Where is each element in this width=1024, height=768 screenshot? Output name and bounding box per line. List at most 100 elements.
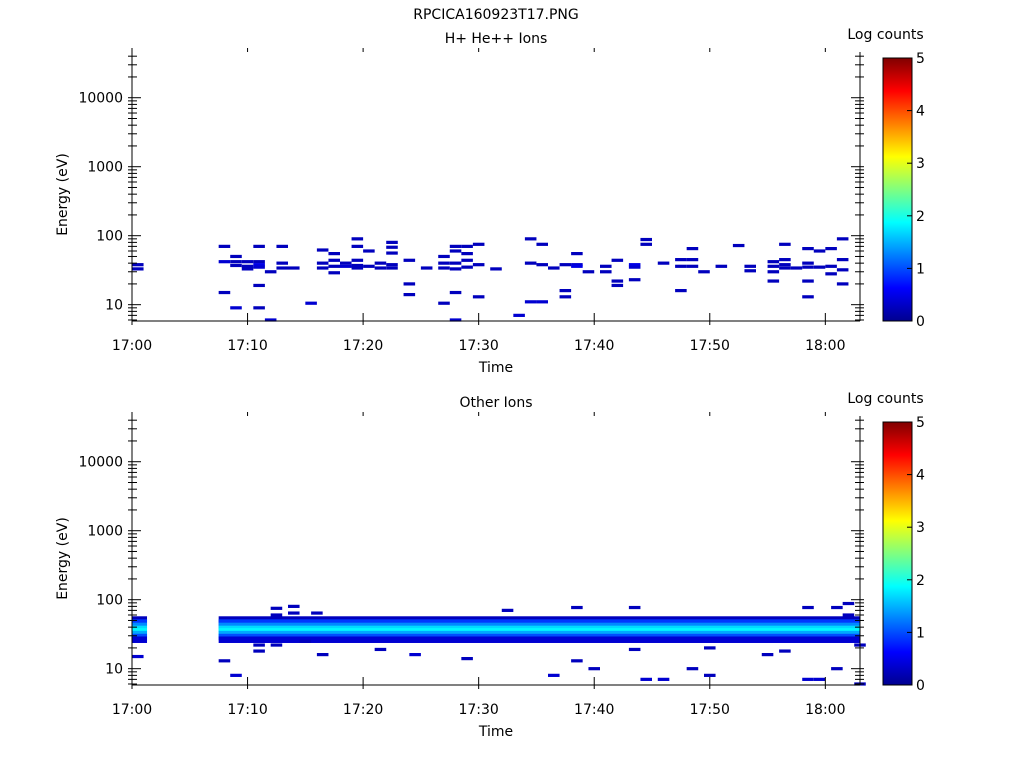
data-cell bbox=[686, 667, 699, 671]
data-cell bbox=[640, 677, 652, 681]
data-cell bbox=[253, 643, 265, 647]
data-cell bbox=[264, 270, 277, 274]
data-cell bbox=[571, 605, 583, 610]
data-cell bbox=[628, 278, 641, 282]
data-cell bbox=[438, 301, 450, 305]
data-cell bbox=[374, 261, 387, 265]
colorbar bbox=[882, 421, 913, 686]
band-cell bbox=[132, 619, 148, 626]
data-cell bbox=[461, 244, 473, 248]
data-cell bbox=[582, 270, 595, 274]
data-cell bbox=[704, 646, 716, 650]
band-cell bbox=[132, 636, 148, 643]
data-cell bbox=[218, 659, 231, 663]
data-cell bbox=[559, 263, 572, 267]
data-cell bbox=[449, 261, 462, 265]
data-cell bbox=[831, 667, 843, 671]
data-cell bbox=[386, 263, 398, 267]
y-tick-label: 1000 bbox=[87, 160, 123, 176]
data-cell bbox=[386, 251, 398, 255]
data-cell bbox=[611, 279, 624, 283]
x-tick-label: 17:00 bbox=[112, 338, 152, 354]
data-cell bbox=[363, 264, 375, 268]
data-cell bbox=[548, 673, 560, 677]
colorbar-tick-label: 2 bbox=[916, 209, 925, 225]
data-cell bbox=[571, 264, 583, 268]
data-cell bbox=[472, 242, 485, 246]
data-cell bbox=[640, 237, 652, 242]
data-cell bbox=[790, 266, 803, 270]
data-cell bbox=[536, 300, 548, 304]
x-tick-label: 17:20 bbox=[343, 338, 383, 354]
data-cell bbox=[472, 263, 485, 267]
data-cell bbox=[461, 252, 473, 256]
data-cell bbox=[438, 261, 450, 265]
data-cell bbox=[374, 266, 387, 270]
data-cell bbox=[686, 246, 699, 251]
data-cell bbox=[628, 605, 641, 610]
y-tick-label: 10 bbox=[105, 662, 123, 678]
data-cell bbox=[836, 282, 849, 286]
data-cell bbox=[288, 611, 300, 615]
x-tick-label: 17:50 bbox=[690, 338, 730, 354]
colorbar-tick-label: 1 bbox=[916, 261, 925, 277]
data-cell bbox=[230, 263, 242, 268]
plot-area bbox=[132, 416, 860, 685]
data-cell bbox=[218, 290, 231, 295]
data-cell bbox=[472, 295, 485, 299]
data-cell bbox=[675, 258, 687, 262]
data-cell bbox=[438, 254, 450, 259]
data-cell bbox=[351, 263, 364, 268]
data-cell bbox=[403, 282, 416, 286]
data-cell bbox=[686, 264, 699, 268]
y-tick-label: 100 bbox=[96, 229, 123, 245]
data-cell bbox=[611, 258, 624, 262]
data-cell bbox=[767, 270, 780, 274]
data-cell bbox=[588, 667, 600, 671]
data-cell bbox=[316, 652, 329, 657]
data-cell bbox=[461, 258, 473, 262]
data-cell bbox=[767, 260, 780, 264]
data-cell bbox=[230, 260, 242, 264]
data-cell bbox=[253, 306, 265, 310]
x-tick-label: 17:20 bbox=[343, 702, 383, 718]
data-cell bbox=[559, 288, 572, 293]
colorbar-tick-label: 1 bbox=[916, 625, 925, 641]
data-cell bbox=[449, 290, 462, 295]
data-cell bbox=[351, 266, 364, 270]
colorbar-tick-label: 0 bbox=[916, 678, 925, 694]
x-tick-label: 17:50 bbox=[690, 702, 730, 718]
data-cell bbox=[253, 263, 265, 267]
data-cell bbox=[299, 639, 312, 643]
data-cell bbox=[374, 647, 387, 652]
data-cell bbox=[836, 268, 849, 272]
data-cell bbox=[513, 313, 525, 317]
data-cell bbox=[449, 249, 462, 253]
data-cell bbox=[813, 677, 826, 681]
data-cell bbox=[386, 266, 398, 270]
data-cell bbox=[686, 258, 699, 262]
data-cell bbox=[802, 261, 814, 265]
data-cell bbox=[403, 258, 416, 262]
x-tick-label: 18:00 bbox=[805, 702, 845, 718]
data-cell bbox=[449, 318, 462, 322]
data-cell bbox=[230, 254, 242, 259]
data-cell bbox=[675, 264, 687, 268]
data-cell bbox=[316, 261, 329, 265]
data-cell bbox=[744, 264, 756, 268]
colorbar-label: Log counts bbox=[847, 27, 923, 43]
data-cell bbox=[449, 267, 462, 271]
data-cell bbox=[218, 244, 231, 248]
band-cell bbox=[218, 619, 860, 626]
colorbar-tick-label: 5 bbox=[916, 415, 925, 431]
data-cell bbox=[548, 266, 560, 270]
x-tick-label: 17:00 bbox=[112, 702, 152, 718]
data-cell bbox=[628, 263, 641, 267]
data-cell bbox=[420, 266, 433, 270]
data-cell bbox=[253, 244, 265, 248]
data-cell bbox=[825, 272, 837, 276]
data-cell bbox=[779, 649, 791, 653]
data-cell bbox=[836, 237, 849, 241]
data-cell bbox=[270, 606, 283, 610]
data-cell bbox=[813, 249, 826, 253]
